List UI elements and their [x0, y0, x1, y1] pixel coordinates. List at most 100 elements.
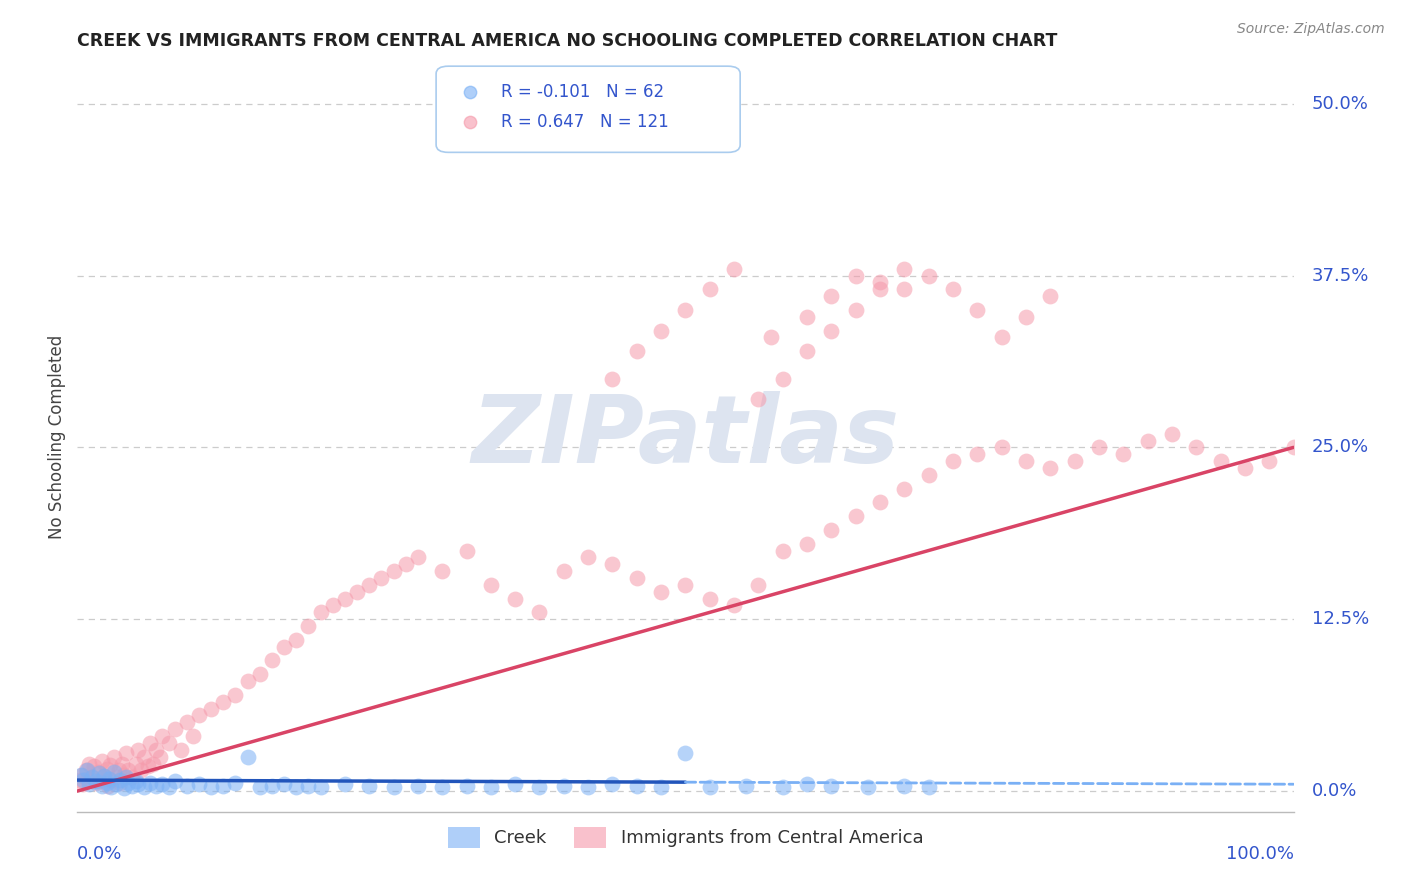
Point	[820, 289, 842, 303]
Point	[406, 779, 429, 793]
Point	[1039, 461, 1062, 475]
Point	[125, 774, 148, 789]
Point	[112, 781, 135, 796]
Point	[675, 578, 697, 592]
Point	[127, 777, 149, 791]
Text: CREEK VS IMMIGRANTS FROM CENTRAL AMERICA NO SCHOOLING COMPLETED CORRELATION CHAR: CREEK VS IMMIGRANTS FROM CENTRAL AMERICA…	[77, 32, 1057, 50]
Point	[70, 767, 93, 781]
Point	[359, 779, 381, 793]
Point	[97, 779, 120, 793]
Point	[395, 558, 418, 572]
Point	[200, 780, 222, 794]
Point	[1161, 426, 1184, 441]
Text: 50.0%: 50.0%	[1312, 95, 1368, 112]
Point	[224, 688, 246, 702]
Point	[796, 344, 818, 359]
Point	[125, 756, 148, 771]
Point	[359, 578, 381, 592]
Point	[990, 441, 1012, 455]
Point	[89, 766, 111, 780]
Point	[89, 774, 111, 789]
Text: 100.0%: 100.0%	[1226, 846, 1294, 863]
Point	[747, 392, 769, 407]
Point	[650, 584, 672, 599]
Point	[406, 550, 429, 565]
Point	[576, 780, 599, 794]
Point	[1258, 454, 1281, 468]
Point	[346, 584, 368, 599]
Point	[1112, 447, 1135, 461]
Point	[103, 764, 125, 779]
Point	[273, 640, 295, 654]
Point	[893, 261, 915, 276]
Point	[145, 779, 167, 793]
Point	[75, 764, 97, 778]
Point	[759, 330, 782, 344]
Point	[70, 771, 93, 785]
Point	[796, 536, 818, 550]
Point	[108, 776, 131, 790]
Point	[163, 774, 186, 789]
Point	[121, 779, 143, 793]
Point	[87, 764, 110, 779]
Point	[820, 779, 842, 793]
Point	[100, 773, 122, 788]
Point	[93, 769, 115, 783]
Point	[918, 467, 941, 482]
Point	[152, 729, 174, 743]
Point	[456, 543, 478, 558]
Point	[97, 772, 120, 786]
Point	[121, 770, 143, 784]
Point	[845, 509, 868, 524]
Point	[675, 302, 697, 317]
Point	[1015, 310, 1038, 324]
Point	[309, 606, 332, 620]
Point	[723, 599, 745, 613]
Point	[80, 770, 103, 784]
Point	[796, 777, 818, 791]
Point	[79, 777, 101, 791]
Point	[322, 599, 344, 613]
Point	[285, 780, 308, 794]
Point	[1282, 441, 1305, 455]
Point	[430, 780, 453, 794]
Point	[479, 780, 502, 794]
Point	[98, 758, 121, 772]
Text: 0.0%: 0.0%	[77, 846, 122, 863]
Point	[83, 759, 105, 773]
Point	[966, 447, 988, 461]
Point	[297, 619, 319, 633]
Text: ZIPatlas: ZIPatlas	[471, 391, 900, 483]
Point	[157, 736, 180, 750]
Point	[170, 743, 193, 757]
Point	[72, 777, 94, 791]
Point	[212, 695, 235, 709]
Point	[134, 780, 156, 794]
Point	[869, 276, 891, 290]
Point	[212, 779, 235, 793]
Point	[650, 780, 672, 794]
Point	[90, 779, 112, 793]
Point	[115, 770, 138, 784]
Legend: Creek, Immigrants from Central America: Creek, Immigrants from Central America	[440, 820, 931, 855]
Point	[796, 310, 818, 324]
Point	[76, 764, 98, 778]
Point	[918, 268, 941, 283]
Point	[176, 779, 198, 793]
Point	[117, 776, 139, 790]
Point	[893, 282, 915, 296]
Point	[108, 773, 131, 788]
Point	[602, 371, 624, 385]
Point	[309, 780, 332, 794]
Point	[893, 482, 915, 496]
Point	[260, 653, 283, 667]
Point	[70, 772, 93, 786]
Point	[80, 770, 103, 784]
Point	[297, 779, 319, 793]
Point	[1209, 454, 1232, 468]
Point	[1088, 441, 1111, 455]
Text: R = -0.101   N = 62: R = -0.101 N = 62	[501, 84, 664, 102]
Text: 25.0%: 25.0%	[1312, 438, 1369, 457]
Point	[105, 777, 128, 791]
Text: Source: ZipAtlas.com: Source: ZipAtlas.com	[1237, 22, 1385, 37]
